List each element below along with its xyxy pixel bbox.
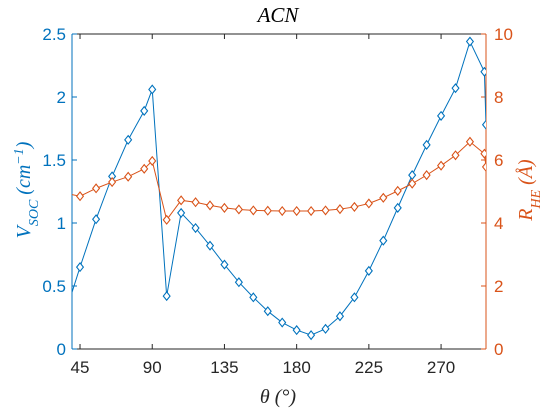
vsoc-data-point bbox=[140, 105, 149, 116]
vsoc-data-point bbox=[205, 240, 215, 251]
vsoc-data-point bbox=[292, 325, 301, 336]
vsoc-data-point bbox=[75, 262, 85, 273]
rhe-data-point bbox=[108, 176, 117, 188]
x-tick-label: 90 bbox=[143, 358, 162, 377]
rhe-data-point bbox=[379, 192, 388, 203]
vsoc-data-point bbox=[148, 84, 157, 95]
x-tick-label: 45 bbox=[71, 358, 90, 377]
vsoc-data-point bbox=[321, 323, 330, 334]
vsoc-data-point bbox=[393, 202, 402, 213]
x-tick-label: 135 bbox=[210, 358, 238, 377]
vsoc-data-point bbox=[220, 259, 229, 270]
rhe-data-point bbox=[124, 171, 133, 182]
rhe-data-point bbox=[350, 201, 359, 213]
rhe-data-point bbox=[205, 200, 215, 211]
vsoc-data-point bbox=[481, 119, 486, 130]
vsoc-data-point bbox=[422, 139, 431, 150]
rhe-data-point bbox=[451, 150, 460, 161]
rhe-data-point bbox=[177, 195, 186, 206]
rhe-data-point bbox=[191, 197, 200, 208]
vsoc-data-point bbox=[278, 317, 287, 328]
plot-area: 45 90 135 180 225 270 0 0.5 1 1.5 2 2.5 0 2 4 6 8 10 bbox=[42, 25, 513, 377]
x-tick-label: 225 bbox=[355, 358, 383, 377]
x-tick-label: 180 bbox=[282, 358, 310, 377]
rhe-data-point bbox=[292, 205, 301, 217]
right-y-tick-label: 6 bbox=[494, 151, 503, 170]
left-y-tick-label: 2 bbox=[57, 88, 66, 107]
vsoc-series-line bbox=[72, 40, 486, 336]
rhe-data-point bbox=[321, 205, 330, 216]
rhe-data-point bbox=[481, 161, 486, 173]
rhe-data-point bbox=[234, 204, 243, 215]
left-y-tick-label: 1 bbox=[57, 214, 66, 233]
rhe-data-point bbox=[140, 163, 149, 174]
left-y-tick-label: 1.5 bbox=[42, 151, 66, 170]
series-group bbox=[72, 36, 486, 341]
rhe-data-point bbox=[220, 202, 229, 213]
vsoc-data-point bbox=[364, 265, 373, 276]
left-y-tick-label: 2.5 bbox=[42, 25, 66, 44]
left-y-axis-label-part: −1 bbox=[12, 148, 27, 164]
right-y-axis-label: RHE (Å) bbox=[515, 159, 544, 222]
right-y-axis-label-part: (Å) bbox=[515, 159, 537, 190]
rhe-data-point bbox=[249, 205, 258, 216]
vsoc-data-point bbox=[451, 83, 460, 94]
vsoc-data-point bbox=[177, 207, 186, 219]
vsoc-data-point bbox=[465, 36, 475, 47]
rhe-data-point bbox=[465, 136, 475, 147]
rhe-data-point bbox=[335, 204, 345, 215]
rhe-data-point bbox=[437, 160, 446, 171]
vsoc-data-point bbox=[379, 235, 388, 246]
vsoc-data-point bbox=[263, 306, 272, 317]
rhe-data-point bbox=[393, 185, 402, 196]
vsoc-data-point bbox=[307, 330, 316, 341]
left-y-axis-label-part: V bbox=[13, 223, 35, 238]
rhe-data-point bbox=[263, 205, 272, 216]
rhe-data-point bbox=[480, 148, 486, 159]
rhe-data-point bbox=[162, 214, 171, 225]
vsoc-data-point bbox=[92, 214, 101, 225]
rhe-series-line bbox=[72, 141, 486, 222]
vsoc-data-point bbox=[162, 290, 171, 302]
rhe-data-point bbox=[307, 205, 316, 217]
rhe-data-point bbox=[408, 178, 417, 189]
left-y-tick-label: 0.5 bbox=[42, 277, 66, 296]
vsoc-data-point bbox=[249, 292, 258, 303]
right-y-axis-label-part: R bbox=[515, 209, 537, 222]
rhe-data-point bbox=[422, 170, 431, 181]
vsoc-data-point bbox=[335, 311, 345, 322]
left-y-axis-label: VSOC (cm−1) bbox=[12, 141, 42, 238]
rhe-data-point bbox=[75, 191, 85, 202]
vsoc-data-point bbox=[437, 110, 446, 121]
right-y-tick-label: 8 bbox=[494, 88, 503, 107]
vsoc-data-point bbox=[480, 66, 486, 77]
chart-title: ACN bbox=[256, 3, 300, 27]
right-y-tick-label: 10 bbox=[494, 25, 513, 44]
vsoc-data-point bbox=[191, 222, 200, 234]
left-y-tick-label: 0 bbox=[57, 340, 66, 359]
vsoc-data-point bbox=[124, 134, 133, 145]
left-y-axis-label-part: SOC bbox=[27, 199, 42, 226]
x-axis-label: θ (°) bbox=[260, 386, 296, 408]
rhe-data-point bbox=[364, 198, 373, 209]
vsoc-data-point bbox=[234, 277, 243, 288]
x-tick-label: 270 bbox=[427, 358, 455, 377]
left-y-axis-label-part: ) bbox=[13, 141, 35, 149]
rhe-data-point bbox=[92, 183, 101, 194]
vsoc-data-point bbox=[408, 170, 417, 181]
right-y-tick-label: 0 bbox=[494, 340, 503, 359]
right-y-tick-label: 4 bbox=[494, 214, 503, 233]
rhe-data-point bbox=[148, 155, 157, 167]
left-y-axis-label-part: (cm bbox=[13, 165, 35, 200]
rhe-data-point bbox=[278, 205, 287, 217]
right-y-tick-label: 2 bbox=[494, 277, 503, 296]
right-y-axis-label-part: HE bbox=[529, 189, 544, 209]
vsoc-data-point bbox=[350, 292, 359, 303]
